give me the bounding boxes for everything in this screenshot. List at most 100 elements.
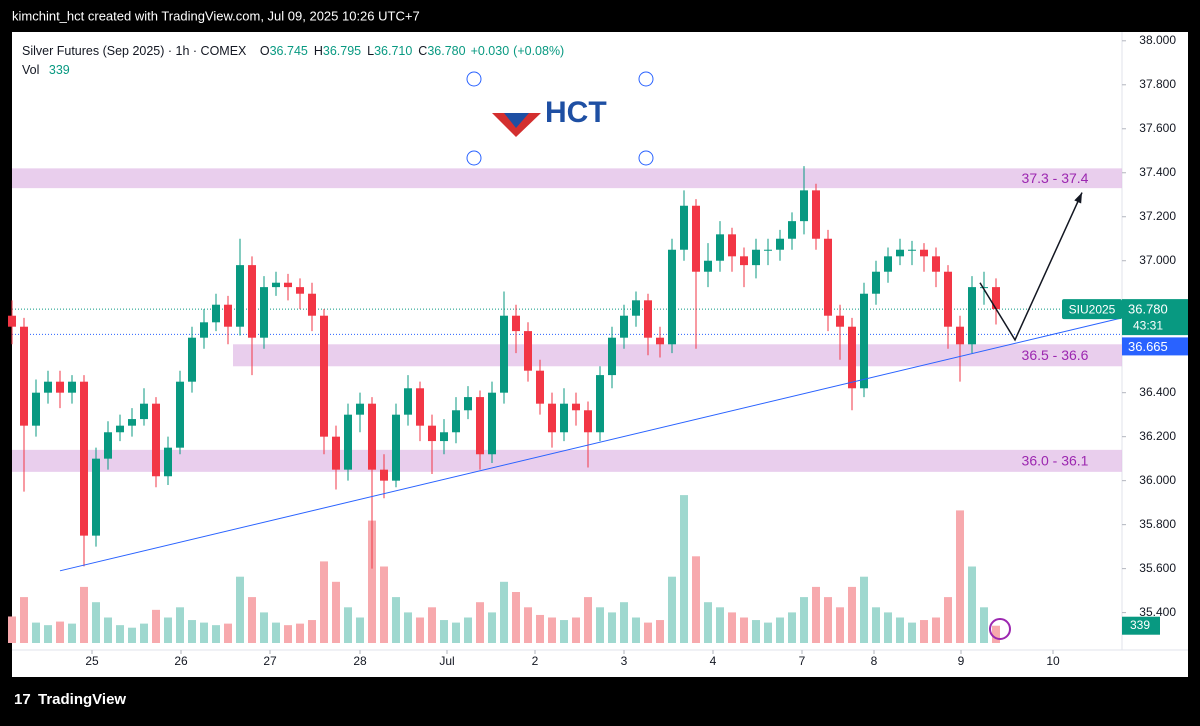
y-tick-label: 37.400 xyxy=(1139,165,1176,179)
legend: Silver Futures (Sep 2025) · 1h · COMEX O… xyxy=(22,44,564,58)
candle-body xyxy=(608,337,616,376)
ohlc-value: 36.745 xyxy=(270,44,308,58)
zone xyxy=(12,168,1122,189)
x-tick-label: 9 xyxy=(958,654,965,668)
candle-body xyxy=(584,410,592,433)
candle-body xyxy=(320,315,328,437)
y-tick-label: 36.400 xyxy=(1139,385,1176,399)
candle-body xyxy=(656,337,664,345)
candle-body xyxy=(524,331,532,371)
y-tick-label: 37.000 xyxy=(1139,253,1176,267)
volume-bar xyxy=(440,620,448,643)
volume-bar xyxy=(320,561,328,643)
x-tick-label: 7 xyxy=(799,654,806,668)
x-tick-label: 27 xyxy=(263,654,277,668)
volume-bar xyxy=(536,614,544,643)
logo-text: HCT xyxy=(545,96,607,129)
candle-body xyxy=(272,282,280,288)
zone-label: 36.0 - 36.1 xyxy=(1022,453,1089,469)
volume-bar xyxy=(620,602,628,643)
candle-body xyxy=(596,375,604,433)
volume-bar xyxy=(344,607,352,643)
candle-body xyxy=(224,304,232,327)
volume-bar xyxy=(896,617,904,643)
volume-bar xyxy=(248,597,256,643)
volume-bar xyxy=(704,602,712,643)
candle-body xyxy=(488,392,496,455)
candle-body xyxy=(416,388,424,426)
volume-bar xyxy=(164,617,172,643)
candle-body xyxy=(824,238,832,316)
volume-bar xyxy=(212,625,220,643)
x-tick-label: 26 xyxy=(174,654,188,668)
plot: 35.400 35.600 35.800 36.000 36.200 36.400 36.6… xyxy=(8,33,1176,668)
y-tick-label: 35.600 xyxy=(1139,561,1176,575)
arrow-head xyxy=(1074,192,1082,204)
candle-body xyxy=(920,249,928,257)
candle-body xyxy=(536,370,544,404)
candle-body xyxy=(476,397,484,455)
volume-bar xyxy=(992,625,1000,643)
volume-bar xyxy=(92,602,100,643)
candle-body xyxy=(104,432,112,459)
price-tag xyxy=(1122,299,1188,336)
volume-bar xyxy=(680,495,688,643)
candle-body xyxy=(368,403,376,470)
candle-body xyxy=(500,315,508,393)
candle-body xyxy=(176,381,184,448)
volume-bar xyxy=(116,625,124,643)
candle-body xyxy=(20,326,28,426)
volume-bar xyxy=(644,622,652,643)
symbol-title: Silver Futures (Sep 2025) · 1h · COMEX xyxy=(22,44,247,58)
candle-body xyxy=(896,249,904,257)
candle-body xyxy=(740,256,748,266)
candle-body xyxy=(548,403,556,433)
volume-legend: Vol 339 xyxy=(22,63,70,77)
volume-bar xyxy=(368,520,376,643)
candle-body xyxy=(464,397,472,411)
candle-body xyxy=(944,271,952,327)
header-text: kimchint_hct created with TradingView.co… xyxy=(12,8,420,23)
volume-bar xyxy=(524,607,532,643)
candle-body xyxy=(560,403,568,433)
volume-bar xyxy=(668,576,676,643)
volume-bar xyxy=(584,597,592,643)
candle-body xyxy=(404,388,412,415)
candle-body xyxy=(968,287,976,345)
candle-body xyxy=(716,234,724,261)
candle-body xyxy=(764,249,772,251)
volume-bar xyxy=(32,622,40,643)
candle-body xyxy=(692,205,700,272)
volume-bar xyxy=(572,617,580,643)
x-tick-label: 8 xyxy=(871,654,878,668)
candle-body xyxy=(884,256,892,272)
candle-body xyxy=(68,381,76,393)
candle-body xyxy=(116,425,124,433)
symbol-tag-text: SIU2025 xyxy=(1069,302,1116,316)
candle-body xyxy=(788,221,796,239)
candle-body xyxy=(80,381,88,536)
handle xyxy=(466,71,482,87)
volume-bar xyxy=(8,616,16,643)
y-tick-label: 36.000 xyxy=(1139,473,1176,487)
price-tag-text: 36.780 xyxy=(1128,302,1168,317)
volume-bar xyxy=(836,607,844,643)
volume-bar xyxy=(824,597,832,643)
handle xyxy=(638,150,654,166)
volume-bar xyxy=(692,556,700,643)
candle-body xyxy=(296,287,304,294)
volume-value: 339 xyxy=(49,63,70,77)
candle-body xyxy=(92,458,100,536)
volume-bar xyxy=(176,607,184,643)
candle-body xyxy=(236,265,244,327)
volume-bar xyxy=(272,622,280,643)
zone-label: 37.3 - 37.4 xyxy=(1022,170,1089,186)
ohlc-key: H xyxy=(314,44,323,58)
ohlc-value: 36.780 xyxy=(427,44,465,58)
change: +0.030 xyxy=(471,44,510,58)
y-tick-label: 36.200 xyxy=(1139,429,1176,443)
ohlc-value: 36.795 xyxy=(323,44,361,58)
candle-body xyxy=(872,271,880,294)
candle-body xyxy=(836,315,844,327)
volume-bar xyxy=(908,622,916,643)
